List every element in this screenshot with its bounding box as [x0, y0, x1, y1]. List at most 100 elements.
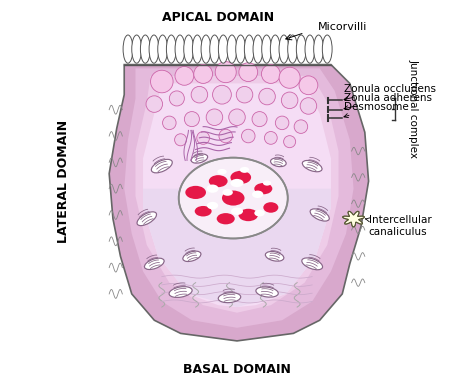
Ellipse shape — [185, 186, 206, 199]
Ellipse shape — [217, 213, 235, 225]
Ellipse shape — [222, 191, 245, 206]
Ellipse shape — [254, 210, 265, 217]
Ellipse shape — [183, 251, 201, 262]
Ellipse shape — [302, 258, 323, 270]
Ellipse shape — [245, 35, 254, 63]
Ellipse shape — [222, 189, 233, 196]
Ellipse shape — [137, 212, 156, 226]
Text: Micorvilli: Micorvilli — [318, 22, 367, 32]
Polygon shape — [343, 211, 365, 227]
Ellipse shape — [296, 35, 306, 63]
Ellipse shape — [271, 158, 286, 167]
Ellipse shape — [231, 208, 243, 215]
Ellipse shape — [264, 132, 277, 144]
Ellipse shape — [212, 85, 231, 104]
Ellipse shape — [217, 169, 227, 175]
Ellipse shape — [310, 209, 329, 221]
Ellipse shape — [236, 87, 253, 103]
Ellipse shape — [240, 167, 249, 173]
Ellipse shape — [195, 206, 211, 217]
Text: APICAL DOMAIN: APICAL DOMAIN — [162, 11, 274, 24]
Ellipse shape — [191, 87, 208, 103]
Ellipse shape — [207, 202, 218, 209]
Ellipse shape — [299, 76, 318, 94]
Ellipse shape — [300, 98, 317, 114]
Text: Junctional complex: Junctional complex — [409, 59, 419, 158]
Ellipse shape — [174, 134, 187, 146]
Ellipse shape — [163, 116, 176, 130]
Ellipse shape — [179, 158, 288, 239]
Ellipse shape — [218, 293, 241, 303]
Ellipse shape — [149, 35, 159, 63]
Ellipse shape — [201, 35, 211, 63]
Polygon shape — [124, 68, 354, 328]
Ellipse shape — [227, 35, 237, 63]
Ellipse shape — [288, 35, 298, 63]
Text: Zonula adherens: Zonula adherens — [344, 93, 432, 110]
Text: BASAL DOMAIN: BASAL DOMAIN — [183, 363, 291, 376]
Ellipse shape — [215, 62, 236, 83]
Ellipse shape — [191, 154, 208, 163]
Ellipse shape — [283, 136, 296, 148]
Ellipse shape — [206, 109, 223, 125]
Ellipse shape — [305, 35, 315, 63]
Ellipse shape — [275, 116, 289, 130]
Ellipse shape — [322, 35, 332, 63]
Polygon shape — [143, 189, 331, 307]
Ellipse shape — [219, 35, 228, 63]
Ellipse shape — [262, 65, 280, 84]
Ellipse shape — [253, 35, 263, 63]
Polygon shape — [143, 84, 331, 307]
Ellipse shape — [207, 184, 219, 193]
Ellipse shape — [265, 251, 284, 261]
Ellipse shape — [145, 258, 164, 270]
Ellipse shape — [294, 120, 308, 133]
Ellipse shape — [263, 180, 271, 186]
Polygon shape — [136, 76, 338, 313]
Ellipse shape — [279, 67, 300, 88]
Ellipse shape — [264, 202, 278, 213]
Ellipse shape — [184, 35, 193, 63]
Ellipse shape — [151, 160, 172, 173]
Ellipse shape — [123, 35, 133, 63]
Ellipse shape — [230, 171, 251, 184]
Ellipse shape — [132, 35, 142, 63]
Ellipse shape — [314, 35, 323, 63]
Ellipse shape — [302, 160, 322, 172]
Ellipse shape — [242, 129, 255, 143]
Text: LATERAL DOMAIN: LATERAL DOMAIN — [57, 119, 70, 243]
Ellipse shape — [210, 35, 219, 63]
Ellipse shape — [256, 287, 278, 297]
Ellipse shape — [140, 35, 150, 63]
Ellipse shape — [279, 35, 289, 63]
Polygon shape — [109, 65, 369, 341]
Ellipse shape — [259, 88, 275, 105]
Ellipse shape — [151, 70, 173, 93]
Ellipse shape — [270, 35, 280, 63]
Ellipse shape — [175, 67, 194, 85]
Text: Intercellular
canaliculus: Intercellular canaliculus — [365, 215, 431, 237]
Ellipse shape — [197, 132, 210, 144]
Ellipse shape — [146, 96, 163, 112]
Ellipse shape — [209, 175, 228, 187]
Ellipse shape — [230, 179, 244, 187]
Ellipse shape — [229, 109, 245, 125]
Ellipse shape — [236, 35, 246, 63]
Ellipse shape — [158, 35, 167, 63]
Text: Zonula occludens: Zonula occludens — [344, 84, 436, 101]
Ellipse shape — [184, 112, 200, 127]
Ellipse shape — [175, 35, 185, 63]
Ellipse shape — [262, 35, 272, 63]
Ellipse shape — [282, 92, 298, 108]
Ellipse shape — [219, 129, 232, 143]
Ellipse shape — [252, 191, 264, 198]
Ellipse shape — [192, 35, 202, 63]
Ellipse shape — [254, 183, 273, 194]
Ellipse shape — [169, 91, 184, 106]
Ellipse shape — [166, 35, 176, 63]
Ellipse shape — [238, 209, 258, 221]
Text: Desmosome: Desmosome — [344, 102, 409, 118]
Ellipse shape — [169, 287, 192, 297]
Ellipse shape — [239, 63, 258, 82]
Ellipse shape — [194, 65, 212, 84]
